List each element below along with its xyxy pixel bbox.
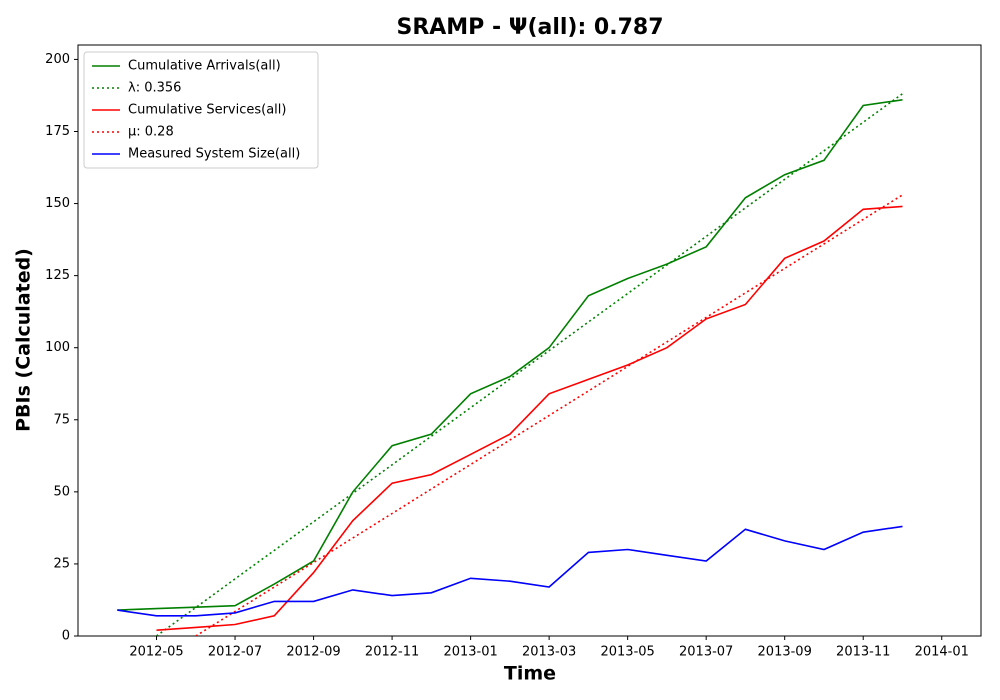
x-tick-label: 2014-01 — [915, 645, 969, 660]
x-tick-label: 2013-11 — [836, 645, 890, 660]
x-tick-label: 2012-11 — [365, 645, 419, 660]
x-tick-label: 2013-03 — [522, 645, 576, 660]
y-tick-label: 100 — [45, 340, 70, 355]
y-tick-label: 75 — [53, 412, 70, 427]
legend-label: Measured System Size(all) — [128, 147, 300, 162]
series-line — [117, 99, 903, 611]
series-line — [195, 194, 903, 636]
series-line — [117, 525, 903, 617]
plot-frame — [77, 44, 982, 637]
y-tick-label: 200 — [45, 52, 70, 67]
x-axis-label: Time — [504, 663, 556, 685]
y-tick-label: 25 — [53, 556, 70, 571]
y-tick-label: 50 — [53, 484, 70, 499]
legend-label: λ: 0.356 — [128, 81, 181, 96]
y-tick-label: 125 — [45, 268, 70, 283]
x-tick-label: 2012-05 — [129, 645, 183, 660]
legend-box — [83, 51, 319, 169]
y-tick-label: 150 — [45, 196, 70, 211]
chart-title: SRAMP - Ψ(all): 0.787 — [396, 15, 663, 40]
legend-label: Cumulative Arrivals(all) — [128, 59, 281, 74]
x-tick-label: 2013-07 — [679, 645, 733, 660]
y-axis-label: PBIs (Calculated) — [13, 248, 35, 432]
x-tick-label: 2013-09 — [758, 645, 812, 660]
series-line — [156, 93, 903, 636]
x-tick-label: 2013-01 — [443, 645, 497, 660]
y-tick-label: 0 — [62, 629, 70, 644]
y-tick-label: 175 — [45, 124, 70, 139]
x-tick-label: 2012-07 — [208, 645, 262, 660]
legend-label: Cumulative Services(all) — [128, 103, 286, 118]
legend-label: μ: 0.28 — [128, 125, 174, 140]
series-line — [156, 205, 903, 631]
x-tick-label: 2012-09 — [286, 645, 340, 660]
x-tick-label: 2013-05 — [600, 645, 654, 660]
